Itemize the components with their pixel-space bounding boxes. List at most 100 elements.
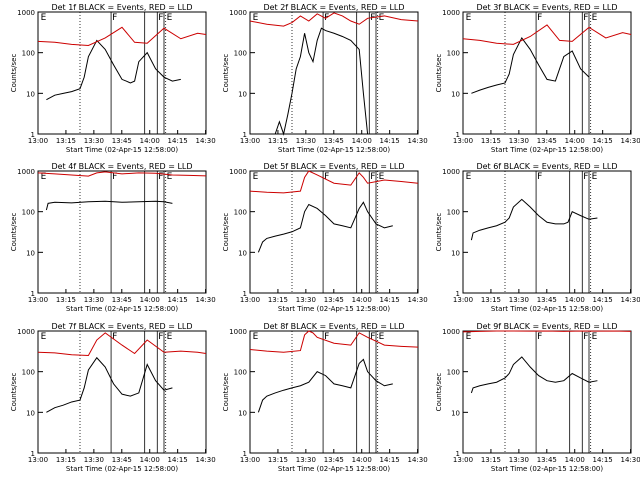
x-tick-label: 13:45: [112, 456, 132, 464]
series-line-events: [470, 356, 598, 394]
y-tick-label: 100: [22, 50, 35, 58]
x-tick-label: 14:15: [168, 296, 188, 304]
series-line-events: [471, 37, 590, 94]
x-tick-label: 13:30: [509, 296, 529, 304]
y-axis-label: Counts/sec: [222, 213, 230, 252]
x-tick-label: 14:15: [593, 137, 613, 145]
y-tick-label: 10: [451, 90, 460, 98]
x-tick-label: 13:15: [268, 137, 288, 145]
x-tick-label: 14:00: [352, 296, 372, 304]
x-tick-label: 13:00: [453, 456, 473, 464]
segment-marker-label: F: [158, 332, 163, 342]
segment-marker-label: F: [112, 332, 117, 342]
y-tick-label: 1: [31, 131, 35, 139]
segment-marker-label: E: [167, 172, 173, 182]
y-tick-label: 100: [447, 209, 460, 217]
segment-marker-label: E: [379, 172, 385, 182]
y-tick-label: 1000: [229, 9, 247, 17]
x-axis-label: Start Time (02-Apr-15 12:58:00): [278, 465, 390, 473]
plot-title-8: Det 8f BLACK = Events, RED = LLD: [263, 322, 404, 331]
x-tick-label: 14:30: [407, 296, 427, 304]
x-tick-label: 13:45: [537, 296, 557, 304]
series-line-lld: [37, 26, 207, 47]
x-tick-label: 14:15: [593, 296, 613, 304]
series-line-lld: [249, 12, 419, 27]
x-tick-label: 13:30: [509, 456, 529, 464]
x-tick-label: 13:15: [481, 296, 501, 304]
segment-marker-label: F: [537, 172, 542, 182]
x-tick-label: 14:15: [380, 296, 400, 304]
x-axis-label: Start Time (02-Apr-15 12:58:00): [491, 305, 603, 313]
x-tick-label: 14:15: [380, 456, 400, 464]
x-tick-label: 13:30: [84, 296, 104, 304]
x-tick-label: 13:00: [453, 137, 473, 145]
y-tick-label: 10: [238, 249, 247, 257]
x-tick-label: 13:15: [268, 296, 288, 304]
x-tick-label: 13:00: [453, 296, 473, 304]
segment-marker-label: E: [466, 172, 472, 182]
y-tick-label: 1: [456, 450, 460, 458]
x-tick-label: 14:00: [352, 137, 372, 145]
x-tick-label: 13:00: [28, 456, 48, 464]
x-tick-label: 13:30: [84, 456, 104, 464]
x-axis-label: Start Time (02-Apr-15 12:58:00): [278, 146, 390, 154]
y-tick-label: 10: [238, 409, 247, 417]
y-axis-label: Counts/sec: [10, 54, 18, 93]
x-tick-label: 13:45: [324, 456, 344, 464]
y-axis-label: Counts/sec: [10, 213, 18, 252]
segment-marker-label: E: [167, 332, 173, 342]
segment-marker-label: E: [466, 13, 472, 23]
y-tick-label: 1000: [442, 328, 460, 336]
segment-marker-label: E: [253, 332, 259, 342]
segment-marker-label: F: [370, 332, 375, 342]
segment-marker-label: F: [583, 13, 588, 23]
segment-marker-label: F: [583, 172, 588, 182]
x-tick-label: 14:30: [407, 137, 427, 145]
segment-marker-label: F: [112, 172, 117, 182]
y-tick-label: 100: [22, 369, 35, 377]
segment-marker-label: E: [379, 13, 385, 23]
x-tick-label: 13:00: [28, 296, 48, 304]
x-tick-label: 13:15: [56, 137, 76, 145]
x-tick-label: 14:30: [620, 296, 640, 304]
plot-title-1: Det 1f BLACK = Events, RED = LLD: [51, 3, 192, 12]
series-line-lld: [462, 24, 632, 45]
x-tick-label: 13:45: [324, 137, 344, 145]
segment-marker-label: F: [324, 172, 329, 182]
y-tick-label: 100: [447, 50, 460, 58]
segment-marker-label: E: [41, 172, 47, 182]
series-line-lld: [249, 170, 419, 194]
x-axis-label: Start Time (02-Apr-15 12:58:00): [66, 305, 178, 313]
segment-marker-label: F: [537, 13, 542, 23]
y-tick-label: 1000: [229, 328, 247, 336]
series-line-events: [45, 200, 173, 211]
y-tick-label: 1: [456, 131, 460, 139]
x-axis-label: Start Time (02-Apr-15 12:58:00): [278, 305, 390, 313]
segment-marker-label: F: [158, 13, 163, 23]
series-line-lld: [462, 330, 632, 333]
segment-marker-label: F: [112, 13, 117, 23]
segment-marker-label: E: [466, 332, 472, 342]
x-tick-label: 13:00: [240, 296, 260, 304]
x-tick-label: 13:15: [481, 137, 501, 145]
x-axis-label: Start Time (02-Apr-15 12:58:00): [66, 465, 178, 473]
segment-marker-label: E: [41, 332, 47, 342]
x-tick-label: 14:00: [140, 137, 160, 145]
segment-marker-label: E: [41, 13, 47, 23]
y-axis-label: Counts/sec: [435, 54, 443, 93]
x-tick-label: 13:00: [28, 137, 48, 145]
y-tick-label: 1000: [17, 9, 35, 17]
y-tick-label: 1000: [17, 168, 35, 176]
segment-marker-label: F: [324, 332, 329, 342]
series-line-events: [274, 27, 369, 136]
y-tick-label: 100: [234, 369, 247, 377]
x-tick-label: 14:30: [407, 456, 427, 464]
x-tick-label: 14:30: [195, 456, 215, 464]
x-tick-label: 14:00: [352, 456, 372, 464]
plot-title-2: Det 2f BLACK = Events, RED = LLD: [263, 3, 404, 12]
y-axis-label: Counts/sec: [10, 373, 18, 412]
x-tick-label: 13:45: [537, 137, 557, 145]
segment-marker-label: F: [537, 332, 542, 342]
x-tick-label: 14:30: [620, 456, 640, 464]
